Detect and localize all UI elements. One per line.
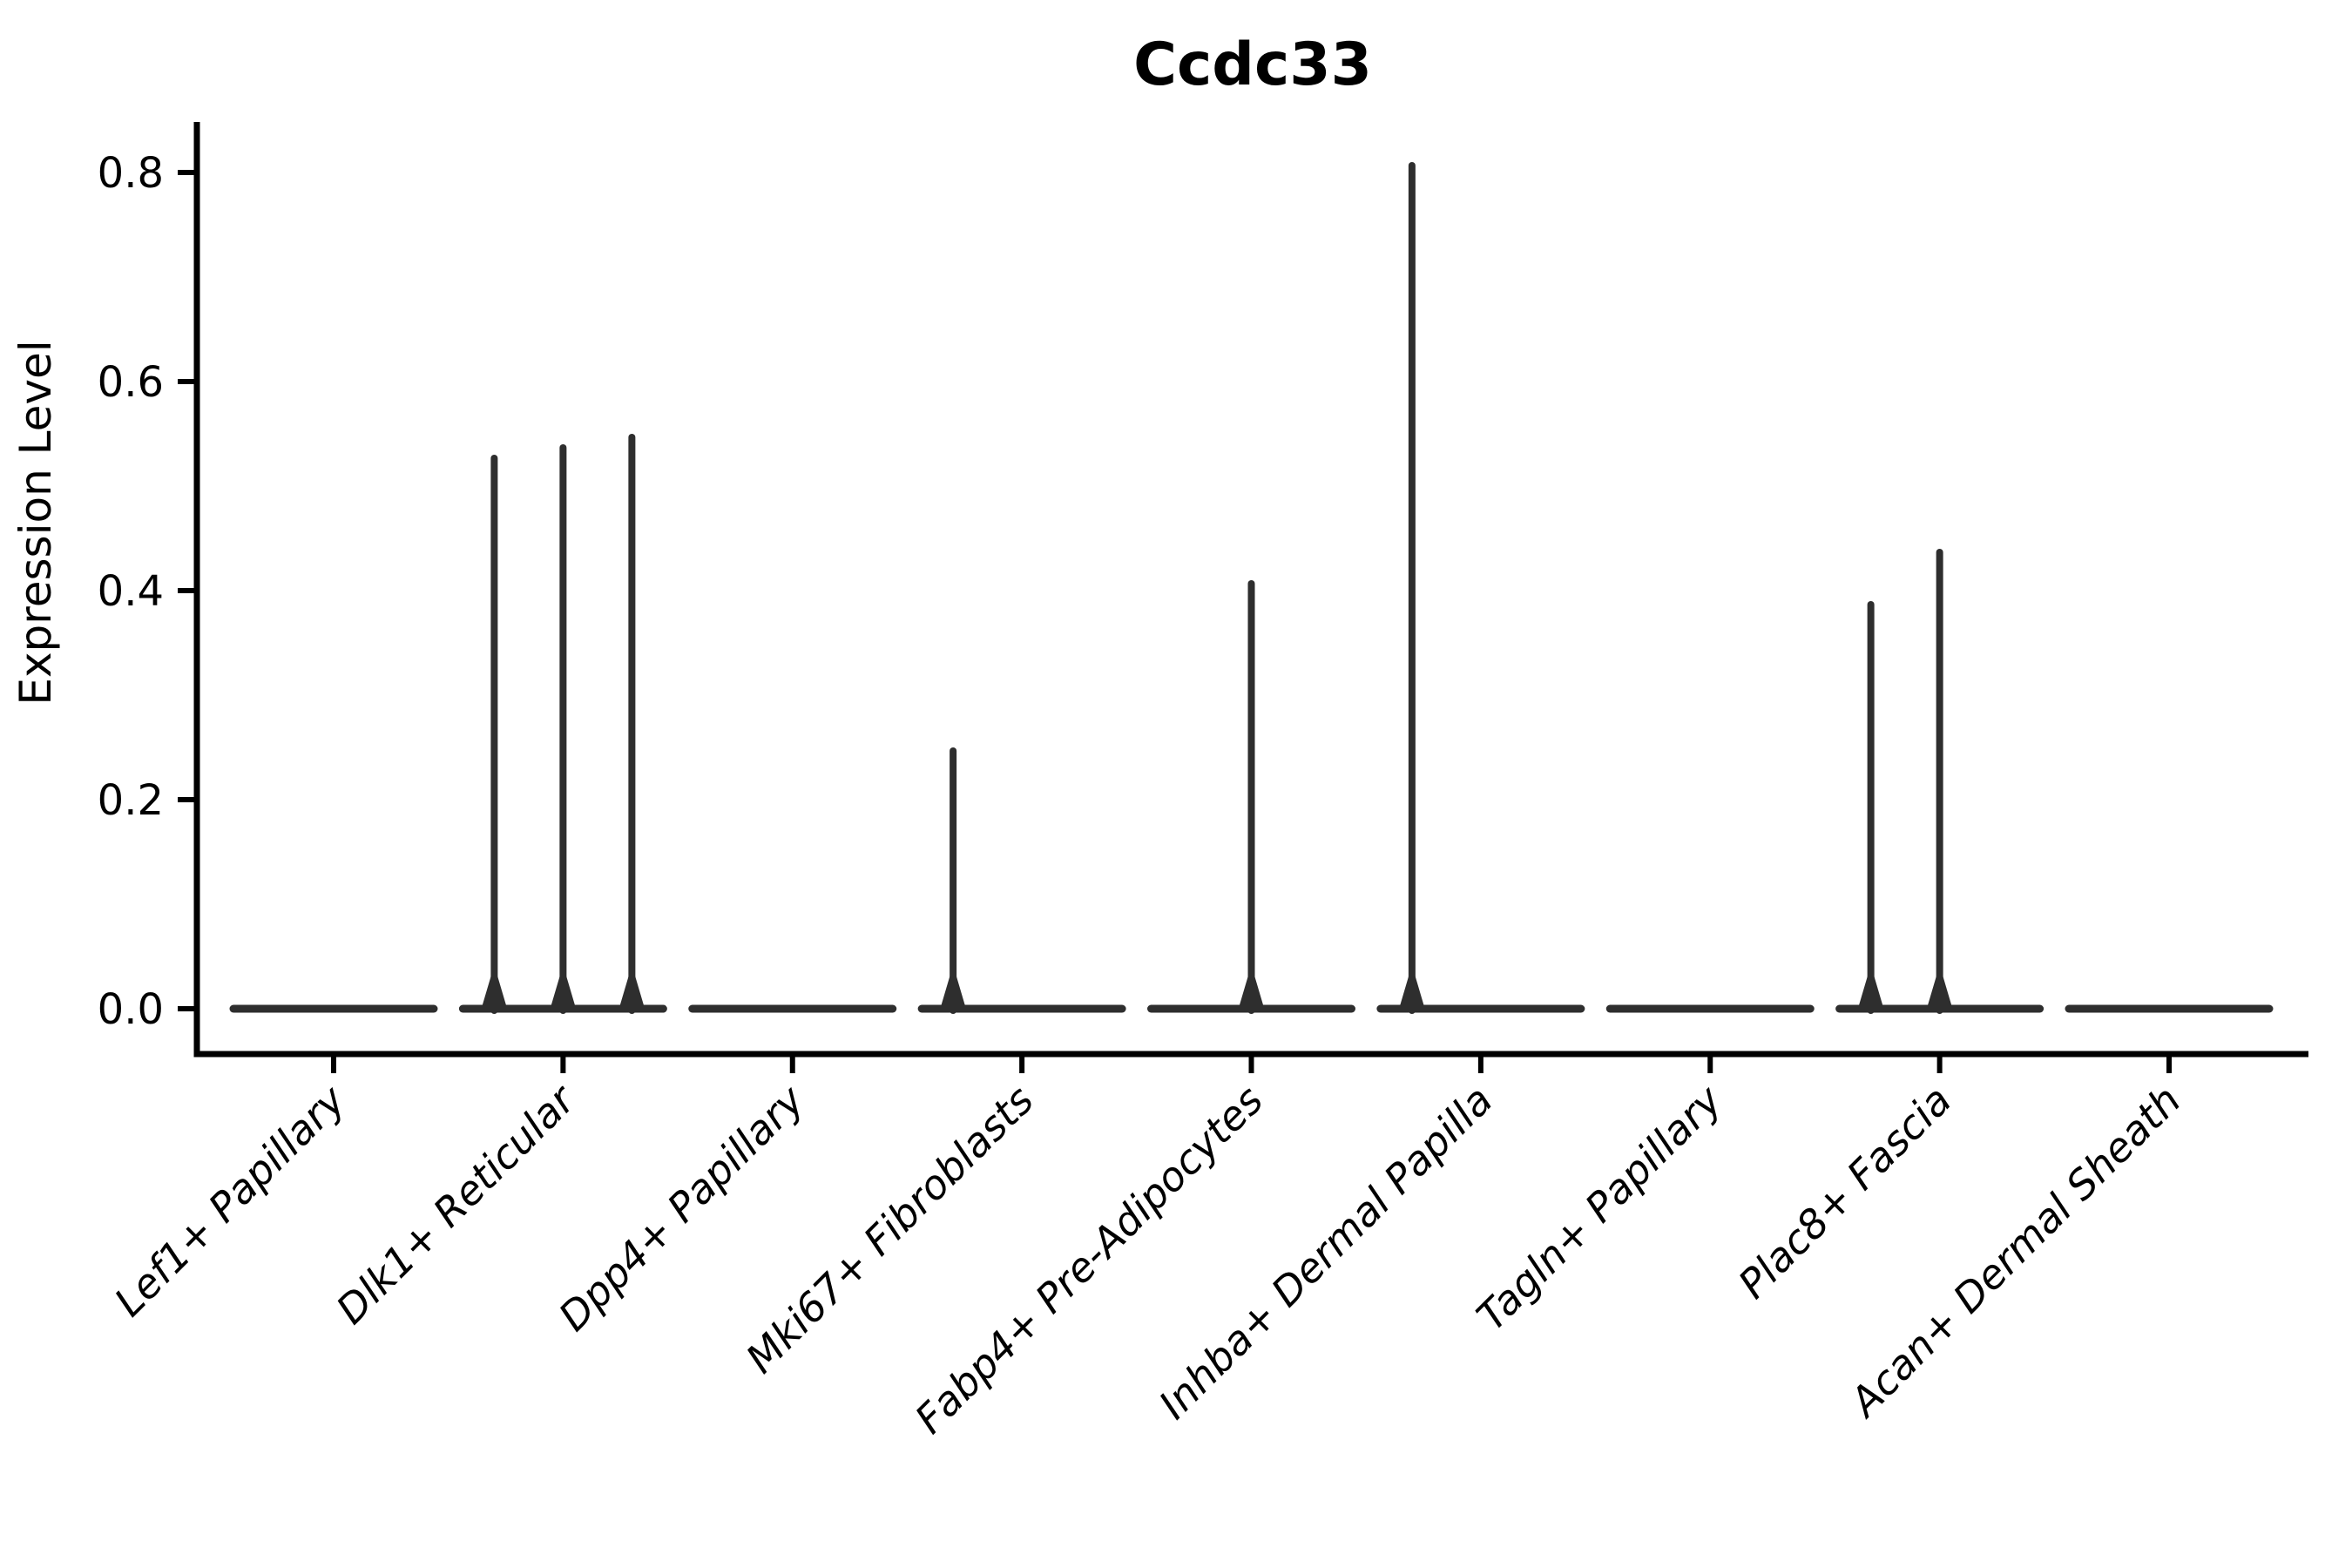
- y-tick-label: 0.2: [98, 776, 164, 825]
- y-tick-label: 0.0: [98, 985, 164, 1034]
- violin-spike-foot: [939, 974, 968, 1012]
- y-tick-label: 0.4: [98, 567, 164, 616]
- violin-spike-foot: [1397, 974, 1426, 1012]
- violin-spike-foot: [480, 974, 509, 1012]
- x-tick-label: Dlk1+ Reticular: [328, 1074, 586, 1333]
- y-axis-label: Expression Level: [10, 340, 61, 705]
- x-tick-label: Dpp4+ Papillary: [550, 1076, 814, 1340]
- violin-spike-foot: [1925, 974, 1954, 1012]
- violin-spike-foot: [1856, 974, 1885, 1012]
- violins-layer: [229, 162, 2274, 1014]
- y-tick-label: 0.8: [98, 149, 164, 198]
- x-tick-label: Tagln+ Papillary: [1468, 1076, 1732, 1340]
- violin-spike-foot: [1237, 974, 1266, 1012]
- violin-spike-foot: [549, 974, 578, 1012]
- x-tick-label: Plac8+ Fascia: [1729, 1077, 1960, 1308]
- y-tick-label: 0.6: [98, 358, 164, 407]
- x-tick-label: Lef1+ Papillary: [105, 1076, 355, 1325]
- violin-spike-foot: [618, 974, 646, 1012]
- chart-title: Ccdc33: [1133, 30, 1372, 99]
